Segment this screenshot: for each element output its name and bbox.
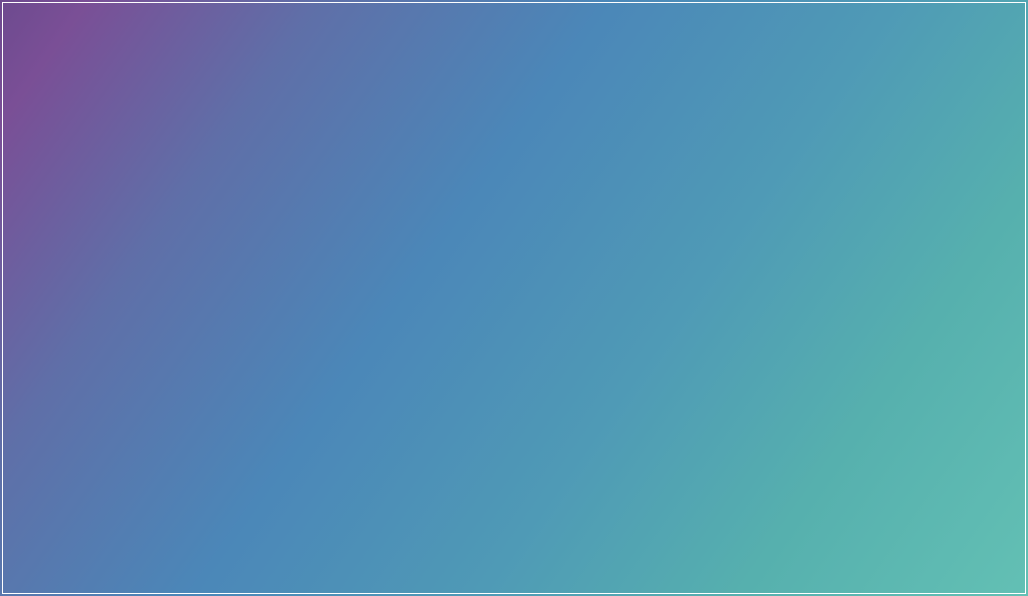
bar-top-cap <box>434 233 580 255</box>
value-label-onshore-wind: 0.034 <box>144 236 234 273</box>
legend-label: 光伏 <box>503 89 546 112</box>
bar-group-solar-pv: 0.043 <box>348 100 666 489</box>
bar-hydropower[interactable] <box>752 150 898 489</box>
xueqiu-logo-icon <box>826 546 850 570</box>
watermark-text: 雪球：老张投研 <box>857 546 1004 570</box>
legend-label: 水电 <box>588 89 631 112</box>
page-title: 2024年全球新增电力平准化度电成本（美元/kWh） <box>179 30 849 62</box>
legend-item-hydropower[interactable]: 水电 <box>567 89 631 112</box>
bar-solar-pv[interactable] <box>434 233 580 489</box>
source-note: 数据来源：IRENA <box>32 550 194 572</box>
x-axis-label-onshore-wind: 陆风 <box>168 505 210 528</box>
legend-swatch-icon <box>482 93 497 108</box>
chart-legend: 陆风 光伏 水电 <box>0 90 1028 111</box>
bar-top-cap <box>752 150 898 172</box>
bar-body <box>434 244 580 489</box>
bar-onshore-wind[interactable] <box>116 279 262 489</box>
value-label-solar-pv: 0.043 <box>462 191 552 228</box>
legend-swatch-icon <box>567 93 582 108</box>
x-axis-label-hydropower: 水电 <box>804 505 846 528</box>
legend-label: 陆风 <box>418 89 461 112</box>
x-axis-labels: 陆风 光伏 水电 <box>30 500 997 532</box>
bar-body <box>116 290 262 489</box>
bars-layer: 0.034 0.043 0.057 <box>30 100 997 489</box>
bar-group-onshore-wind: 0.034 <box>30 100 348 489</box>
bar-top-cap <box>116 279 262 301</box>
watermark: 雪球：老张投研 <box>826 546 1004 570</box>
legend-item-solar-pv[interactable]: 光伏 <box>482 89 546 112</box>
bar-body <box>752 161 898 489</box>
legend-item-onshore-wind[interactable]: 陆风 <box>397 89 461 112</box>
x-axis-label-solar-pv: 光伏 <box>486 505 528 528</box>
bar-group-hydropower: 0.057 <box>666 100 984 489</box>
legend-swatch-icon <box>397 93 412 108</box>
value-label-hydropower: 0.057 <box>780 107 870 144</box>
